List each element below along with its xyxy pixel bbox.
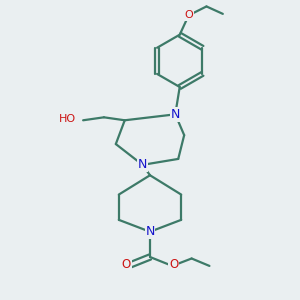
Text: N: N <box>171 108 180 121</box>
Text: N: N <box>138 158 147 171</box>
Text: HO: HO <box>58 114 76 124</box>
Text: N: N <box>145 225 155 238</box>
Text: O: O <box>169 258 178 271</box>
Text: O: O <box>184 11 193 20</box>
Text: O: O <box>122 258 131 271</box>
